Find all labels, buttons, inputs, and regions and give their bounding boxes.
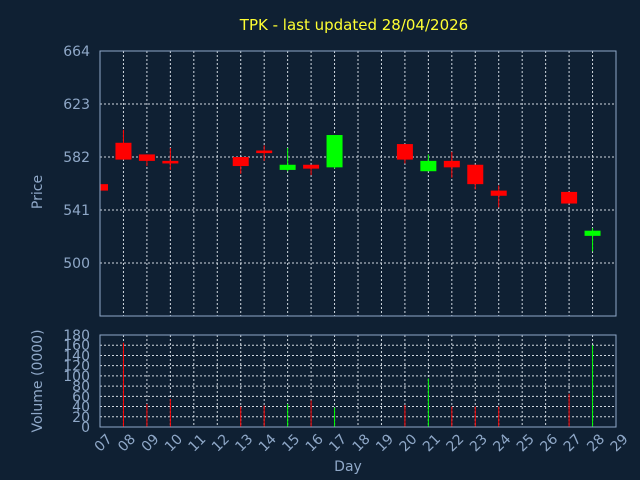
candle-body (326, 135, 343, 168)
x-tick-label: 15 (279, 431, 303, 455)
volume-tick-label: 0 (81, 420, 90, 436)
price-tick-label: 500 (63, 256, 90, 272)
x-ticks: 07 08 09 10 11 12 13 14 15 16 17 18 19 20 21 22 23 24 25 26… (92, 431, 632, 455)
x-tick-label: 27 (561, 431, 585, 455)
volume-grid (99, 334, 617, 428)
price-tick-label: 623 (63, 97, 90, 113)
price-tick-label: 664 (63, 44, 90, 60)
x-tick-label: 28 (584, 431, 608, 455)
volume-tick-label: 100 (63, 369, 90, 385)
x-tick-label: 11 (186, 431, 210, 455)
x-tick-label: 13 (232, 431, 256, 455)
x-tick-label: 12 (209, 431, 233, 455)
x-tick-label: 20 (397, 431, 421, 455)
x-tick-label: 07 (92, 431, 116, 455)
x-axis-label: Day (334, 459, 362, 475)
candle-body (115, 142, 132, 160)
candle-body (279, 164, 296, 170)
candle-body (256, 150, 273, 154)
volume-bars (122, 342, 594, 427)
x-tick-label: 23 (467, 431, 491, 455)
chart-title: TPK - last updated 28/04/2026 (239, 16, 468, 34)
x-tick-label: 09 (139, 431, 163, 455)
x-tick-label: 19 (373, 431, 397, 455)
candle-body (420, 160, 437, 172)
candle-body (443, 160, 460, 168)
volume-tick-label: 140 (63, 348, 90, 364)
candle-body (561, 191, 578, 204)
volume-tick-label: 180 (63, 328, 90, 344)
candle-body (490, 190, 507, 196)
candle-body (467, 164, 484, 185)
x-tick-label: 10 (162, 431, 186, 455)
x-tick-label: 24 (490, 431, 514, 455)
x-tick-label: 17 (326, 431, 350, 455)
price-grid (99, 50, 617, 316)
volume-tick-label: 60 (72, 389, 90, 405)
candle-body (138, 154, 155, 161)
candle-body (584, 230, 601, 236)
volume-tick-label: 160 (63, 338, 90, 354)
x-tick-label: 29 (608, 431, 632, 455)
volume-tick-label: 40 (72, 400, 90, 416)
candle-body (162, 160, 179, 164)
x-tick-label: 16 (303, 431, 327, 455)
x-tick-label: 26 (537, 431, 561, 455)
x-tick-label: 14 (256, 431, 280, 455)
x-tick-label: 08 (115, 431, 139, 455)
candles (99, 129, 601, 252)
price-tick-label: 582 (63, 150, 90, 166)
price-y-ticks: 664 623 582 541 500 (63, 44, 90, 272)
candle-body (232, 157, 249, 167)
price-tick-label: 541 (63, 203, 90, 219)
x-tick-label: 25 (514, 431, 538, 455)
volume-plot-frame (99, 334, 617, 428)
y-axis-label: Price (30, 175, 46, 209)
x-tick-label: 22 (444, 431, 468, 455)
volume-axis-label: Volume (0000) (30, 329, 46, 432)
x-tick-label: 18 (350, 431, 374, 455)
price-plot-frame (99, 50, 617, 317)
candle-body (303, 164, 320, 169)
x-tick-label: 21 (420, 431, 444, 455)
candle-body (396, 144, 413, 160)
volume-tick-label: 120 (63, 359, 90, 375)
volume-tick-label: 80 (72, 379, 90, 395)
volume-tick-label: 20 (72, 410, 90, 426)
candle-body (100, 184, 108, 191)
